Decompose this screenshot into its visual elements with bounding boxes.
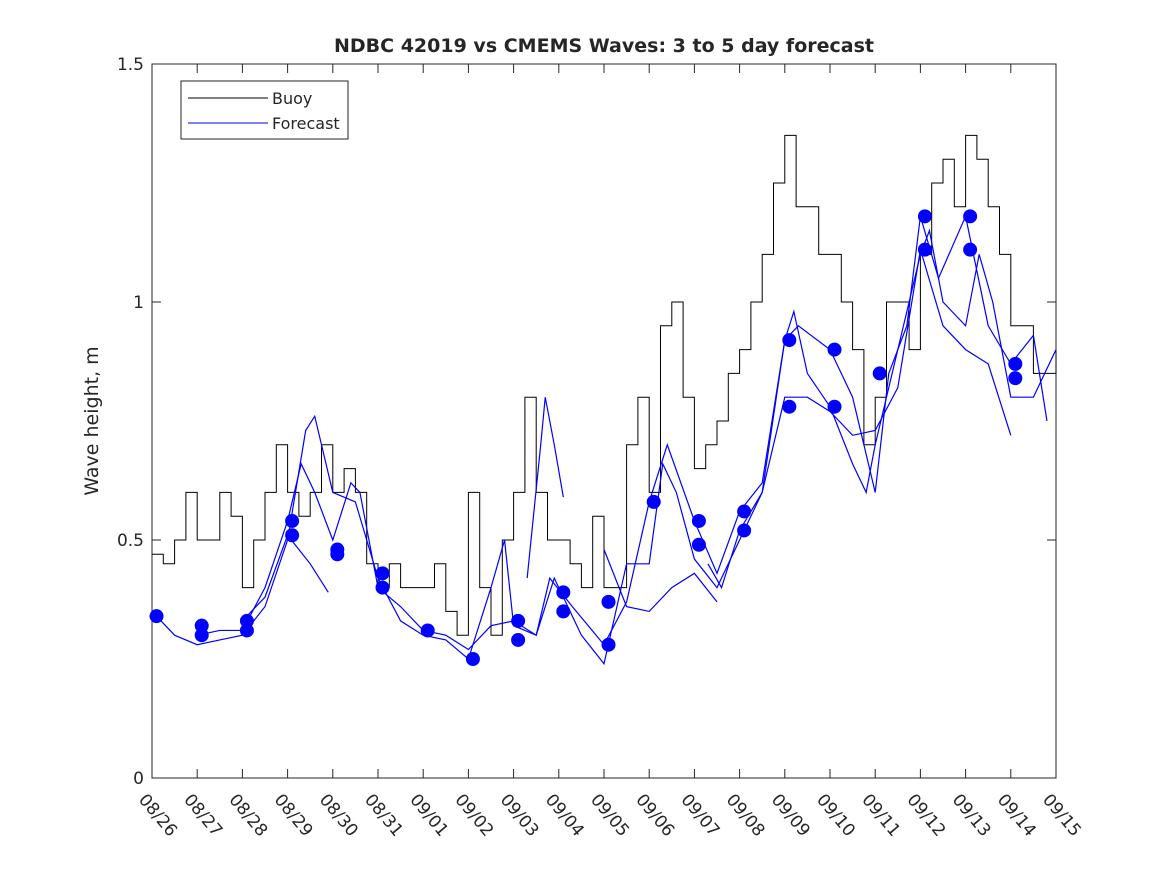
forecast-marker xyxy=(375,566,390,581)
x-tick-label: 09/11 xyxy=(857,790,904,840)
plot-area: 00.511.508/2608/2708/2808/2908/3008/3109… xyxy=(117,55,1085,841)
forecast-marker xyxy=(511,632,526,647)
forecast-marker xyxy=(917,209,932,224)
forecast-marker xyxy=(646,494,661,509)
forecast-marker xyxy=(285,528,300,543)
legend: Buoy Forecast xyxy=(180,80,349,140)
forecast-marker xyxy=(556,585,571,600)
x-tick-label: 09/13 xyxy=(948,790,995,840)
x-tick-label: 09/03 xyxy=(496,790,543,840)
forecast-marker xyxy=(872,366,887,381)
axes-box xyxy=(151,63,1057,779)
legend-box xyxy=(180,80,349,140)
y-tick-label: 1.5 xyxy=(117,55,144,75)
forecast-marker xyxy=(782,333,797,348)
x-tick-label: 09/10 xyxy=(812,790,859,840)
forecast-marker xyxy=(917,242,932,257)
forecast-marker xyxy=(782,399,797,414)
forecast-marker xyxy=(691,513,706,528)
forecast-marker xyxy=(601,637,616,652)
x-tick-label: 08/27 xyxy=(179,790,226,840)
forecast-marker xyxy=(827,342,842,357)
chart-title: NDBC 42019 vs CMEMS Waves: 3 to 5 day fo… xyxy=(334,35,874,57)
x-tick-label: 09/04 xyxy=(541,790,588,840)
x-tick-label: 08/26 xyxy=(134,790,181,840)
x-tick-label: 08/31 xyxy=(360,790,407,840)
forecast-marker xyxy=(420,623,435,638)
y-axis-label: Wave height, m xyxy=(81,346,103,495)
x-tick-label: 09/01 xyxy=(405,790,452,840)
forecast-marker xyxy=(465,652,480,666)
forecast-line-6 xyxy=(603,549,718,613)
forecast-marker xyxy=(285,513,300,528)
x-tick-label: 09/02 xyxy=(451,790,498,840)
x-tick-label: 09/05 xyxy=(586,790,633,840)
y-tick-label: 0 xyxy=(133,769,144,789)
x-tick-label: 09/12 xyxy=(903,790,950,840)
x-tick-label: 09/07 xyxy=(677,790,724,840)
forecast-marker xyxy=(1008,371,1023,386)
x-tick-label: 08/30 xyxy=(315,790,362,840)
forecast-marker xyxy=(149,609,164,624)
forecast-marker xyxy=(963,209,978,224)
forecast-marker xyxy=(963,242,978,257)
x-tick-label: 09/09 xyxy=(767,790,814,840)
legend-buoy-label: Buoy xyxy=(272,89,312,108)
forecast-marker xyxy=(194,628,209,643)
x-tick-label: 09/06 xyxy=(631,790,678,840)
forecast-line-2 xyxy=(197,214,1048,651)
x-tick-label: 09/15 xyxy=(1038,790,1085,840)
forecast-marker xyxy=(737,523,752,538)
x-tick-label: 08/29 xyxy=(270,790,317,840)
legend-forecast-label: Forecast xyxy=(272,114,340,133)
forecast-marker xyxy=(601,594,616,609)
forecast-marker xyxy=(827,399,842,414)
forecast-marker xyxy=(737,504,752,519)
forecast-marker xyxy=(375,580,390,595)
forecast-line-4 xyxy=(526,397,564,579)
forecast-line-5 xyxy=(707,249,1012,590)
x-tick-label: 09/14 xyxy=(993,790,1040,840)
forecast-marker xyxy=(239,623,254,638)
forecast-marker xyxy=(1008,356,1023,371)
y-tick-label: 1 xyxy=(133,293,144,313)
forecast-marker xyxy=(511,613,526,628)
x-tick-label: 09/08 xyxy=(722,790,769,840)
x-tick-label: 08/28 xyxy=(225,790,272,840)
forecast-marker xyxy=(691,537,706,552)
y-tick-label: 0.5 xyxy=(117,531,144,551)
forecast-marker xyxy=(556,604,571,619)
forecast-marker xyxy=(330,547,345,562)
